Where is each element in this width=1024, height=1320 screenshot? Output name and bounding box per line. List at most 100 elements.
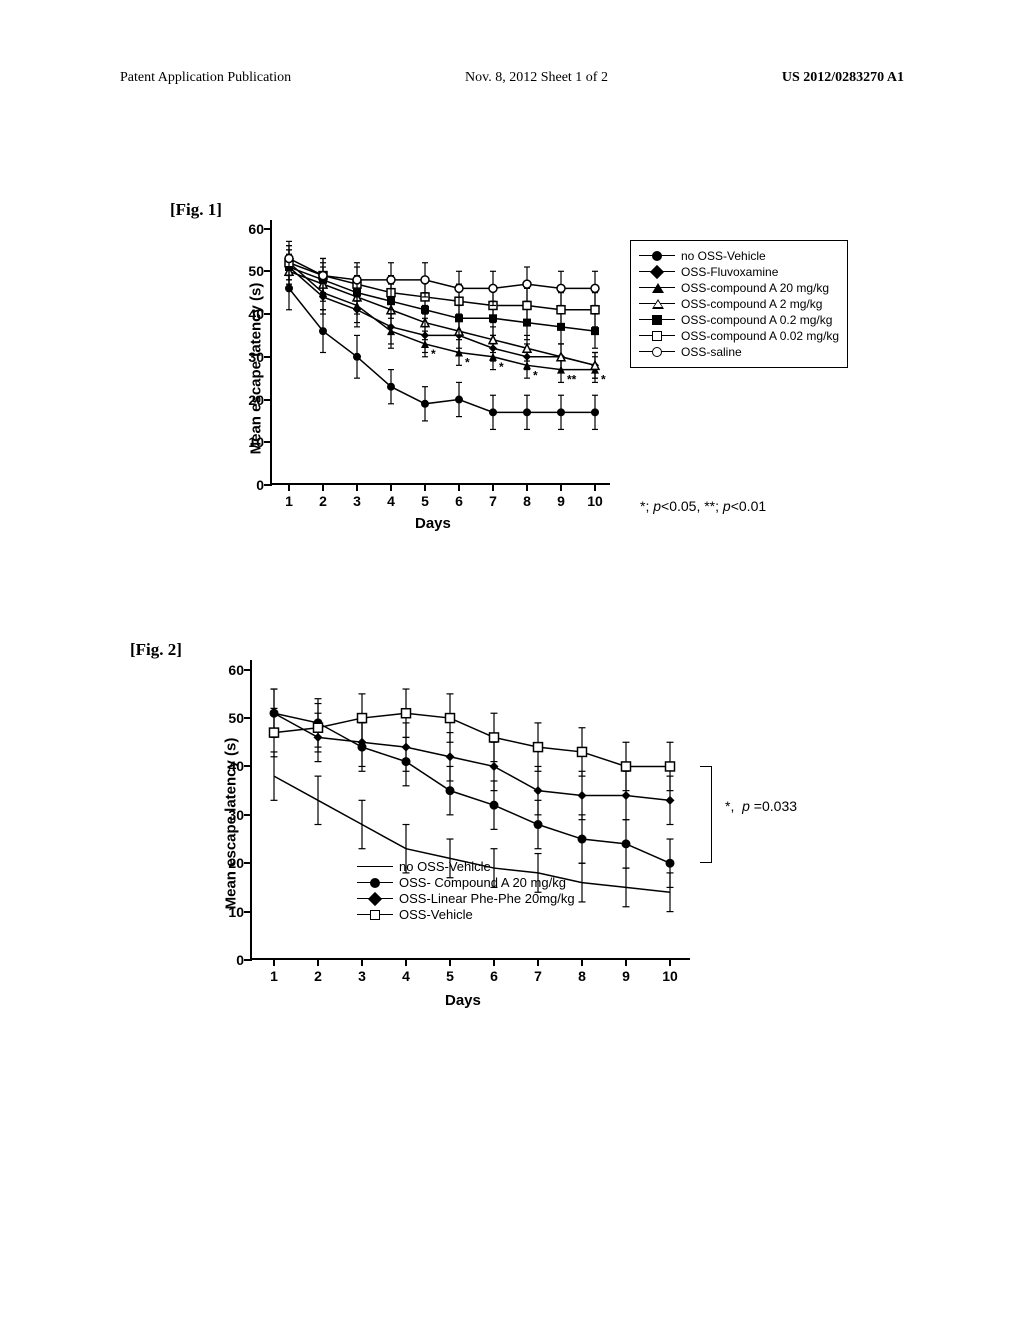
y-tick-label: 30: [216, 807, 244, 823]
x-tick: [449, 958, 451, 966]
x-tick: [361, 958, 363, 966]
x-tick-label: 4: [402, 968, 410, 984]
legend-row: OSS-compound A 0.2 mg/kg: [639, 313, 839, 327]
x-tick: [526, 483, 528, 491]
x-tick: [405, 958, 407, 966]
y-tick: [264, 441, 272, 443]
figure-2: [Fig. 2] Mean escape latency (s) 0102030…: [130, 640, 910, 1070]
legend-marker: [357, 861, 393, 873]
legend-marker: [357, 877, 393, 889]
y-tick-label: 0: [216, 952, 244, 968]
x-tick-label: 9: [557, 493, 565, 509]
x-tick-label: 9: [622, 968, 630, 984]
x-tick: [669, 958, 671, 966]
y-tick-label: 50: [236, 263, 264, 279]
y-tick-label: 20: [236, 392, 264, 408]
y-tick: [264, 270, 272, 272]
legend-row: OSS-Vehicle: [357, 907, 575, 922]
x-tick: [560, 483, 562, 491]
y-tick-label: 60: [216, 662, 244, 678]
svg-text:*: *: [499, 360, 504, 374]
y-tick: [264, 356, 272, 358]
x-tick: [581, 958, 583, 966]
fig2-sig-note: *, p =0.033: [725, 798, 797, 814]
y-tick: [244, 814, 252, 816]
x-tick-label: 1: [270, 968, 278, 984]
x-tick: [537, 958, 539, 966]
x-tick: [458, 483, 460, 491]
y-tick-label: 60: [236, 221, 264, 237]
legend-row: OSS-saline: [639, 345, 839, 359]
fig2-x-title: Days: [445, 992, 481, 1009]
x-tick: [594, 483, 596, 491]
header-right: US 2012/0283270 A1: [782, 70, 904, 86]
y-tick: [264, 313, 272, 315]
x-tick: [273, 958, 275, 966]
x-tick: [424, 483, 426, 491]
svg-text:*: *: [431, 347, 436, 361]
y-tick-label: 40: [236, 306, 264, 322]
legend-marker: [357, 909, 393, 921]
x-tick-label: 6: [455, 493, 463, 509]
fig2-bracket: [700, 766, 712, 863]
figure-1: [Fig. 1] Mean escape latency (s) *******…: [130, 200, 910, 560]
y-tick: [244, 669, 252, 671]
x-tick-label: 2: [314, 968, 322, 984]
y-tick-label: 20: [216, 855, 244, 871]
x-tick: [322, 483, 324, 491]
y-tick-label: 40: [216, 758, 244, 774]
svg-text:*: *: [465, 356, 470, 370]
y-tick: [264, 399, 272, 401]
x-tick-label: 5: [446, 968, 454, 984]
legend-label: OSS-compound A 20 mg/kg: [681, 281, 829, 295]
x-tick: [356, 483, 358, 491]
x-tick: [492, 483, 494, 491]
x-tick-label: 2: [319, 493, 327, 509]
fig1-plot-svg: *******: [272, 220, 612, 485]
legend-row: OSS-Linear Phe-Phe 20mg/kg: [357, 891, 575, 906]
fig1-sig-note: *; p<0.05, **; p<0.01: [640, 498, 766, 514]
legend-marker: [639, 282, 675, 294]
x-tick-label: 6: [490, 968, 498, 984]
fig2-label: [Fig. 2]: [130, 640, 182, 660]
legend-label: no OSS-Vehicle: [399, 859, 491, 874]
x-tick-label: 10: [662, 968, 678, 984]
y-tick: [244, 862, 252, 864]
legend-row: no OSS-Vehicle: [357, 859, 575, 874]
x-tick-label: 3: [353, 493, 361, 509]
fig1-x-title: Days: [415, 515, 451, 532]
svg-text:*: *: [533, 368, 538, 382]
page-header: Patent Application Publication Nov. 8, 2…: [0, 70, 1024, 86]
x-tick-label: 1: [285, 493, 293, 509]
legend-row: OSS-compound A 0.02 mg/kg: [639, 329, 839, 343]
x-tick: [390, 483, 392, 491]
y-tick: [244, 959, 252, 961]
legend-label: OSS- Compound A 20 mg/kg: [399, 875, 566, 890]
legend-row: OSS-Fluvoxamine: [639, 265, 839, 279]
legend-row: OSS-compound A 20 mg/kg: [639, 281, 839, 295]
legend-label: OSS-compound A 0.02 mg/kg: [681, 329, 839, 343]
x-tick: [288, 483, 290, 491]
legend-row: no OSS-Vehicle: [639, 249, 839, 263]
legend-label: OSS-Linear Phe-Phe 20mg/kg: [399, 891, 575, 906]
x-tick: [625, 958, 627, 966]
legend-marker: [639, 266, 675, 278]
fig2-legend: no OSS-VehicleOSS- Compound A 20 mg/kgOS…: [357, 858, 575, 923]
x-tick-label: 7: [534, 968, 542, 984]
legend-label: OSS-Fluvoxamine: [681, 265, 778, 279]
y-tick: [264, 484, 272, 486]
y-tick-label: 0: [236, 477, 264, 493]
y-tick: [244, 911, 252, 913]
legend-label: OSS-saline: [681, 345, 742, 359]
y-tick: [264, 228, 272, 230]
legend-label: OSS-compound A 0.2 mg/kg: [681, 313, 832, 327]
legend-label: no OSS-Vehicle: [681, 249, 766, 263]
y-tick-label: 50: [216, 710, 244, 726]
y-tick: [244, 765, 252, 767]
fig1-label: [Fig. 1]: [170, 200, 222, 220]
svg-text:*: *: [601, 373, 606, 387]
legend-label: OSS-compound A 2 mg/kg: [681, 297, 822, 311]
legend-marker: [639, 298, 675, 310]
legend-marker: [639, 346, 675, 358]
x-tick-label: 4: [387, 493, 395, 509]
